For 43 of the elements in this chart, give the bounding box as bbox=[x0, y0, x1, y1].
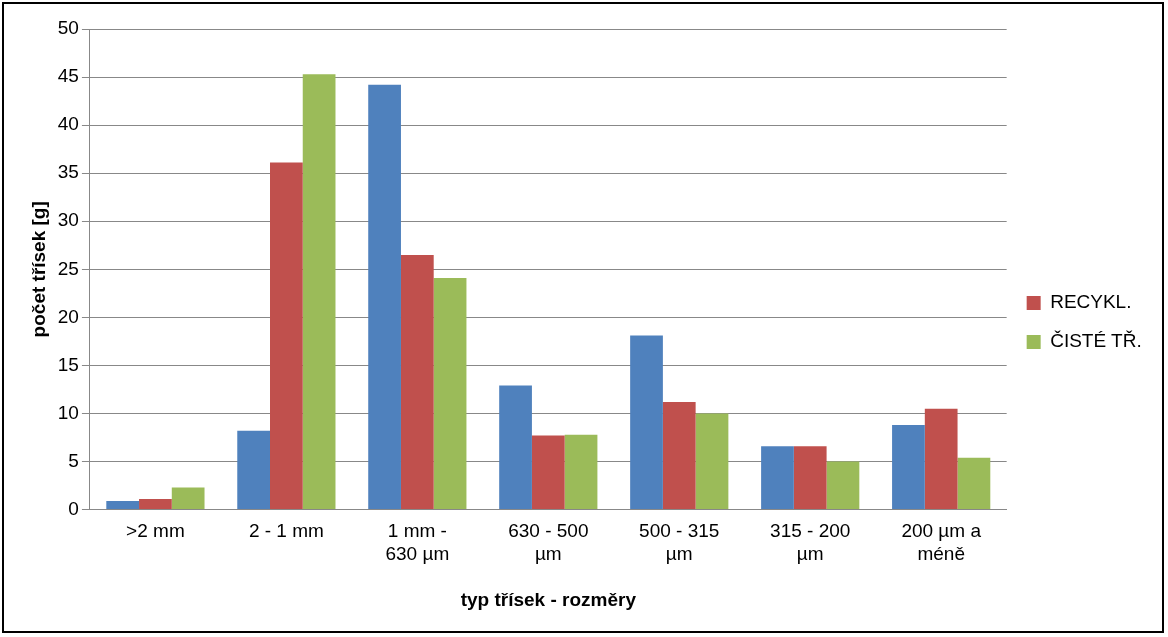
legend-label: RECYKL. bbox=[1050, 291, 1132, 313]
bar bbox=[400, 254, 434, 510]
y-tick-label: 10 bbox=[57, 401, 79, 423]
x-tick-label: 200 µm a méně bbox=[901, 520, 982, 565]
bar bbox=[630, 335, 663, 510]
bar bbox=[662, 401, 696, 510]
bar bbox=[302, 74, 336, 510]
x-tick-label: 315 - 200 µm bbox=[770, 520, 851, 565]
bar bbox=[139, 499, 172, 510]
y-tick-label: 20 bbox=[57, 305, 79, 327]
x-tick-label: 1 mm - 630 µm bbox=[385, 520, 450, 565]
bar bbox=[433, 277, 467, 510]
y-tick-label: 30 bbox=[57, 209, 79, 231]
y-axis-title: počet třísek [g] bbox=[27, 201, 49, 338]
bar bbox=[237, 430, 271, 510]
bar bbox=[761, 446, 794, 510]
bar bbox=[695, 413, 729, 510]
bar bbox=[368, 84, 401, 510]
x-tick-label: 2 - 1 mm bbox=[248, 520, 324, 542]
bar bbox=[270, 162, 303, 510]
bar bbox=[957, 457, 991, 510]
y-tick-label: 45 bbox=[57, 65, 79, 87]
bar bbox=[564, 434, 598, 510]
bar bbox=[531, 435, 565, 510]
legend-label: ČISTÉ TŘ. bbox=[1050, 330, 1142, 352]
y-tick-label: 40 bbox=[57, 113, 79, 135]
bar bbox=[106, 500, 140, 510]
y-tick-label: 50 bbox=[57, 17, 79, 39]
bar bbox=[826, 461, 860, 510]
bar bbox=[171, 487, 205, 510]
x-tick-label: 630 - 500 µm bbox=[508, 520, 589, 565]
y-tick-label: 25 bbox=[57, 257, 79, 279]
x-tick-label: >2 mm bbox=[126, 520, 185, 542]
x-tick-label: 500 - 315 µm bbox=[639, 520, 720, 565]
x-axis-title: typ třísek - rozměry bbox=[460, 588, 637, 610]
y-tick-label: 0 bbox=[68, 497, 79, 519]
y-tick-label: 15 bbox=[57, 353, 79, 375]
y-tick-label: 35 bbox=[57, 161, 79, 183]
bar bbox=[924, 408, 958, 510]
y-tick-label: 5 bbox=[68, 449, 79, 471]
bar bbox=[499, 385, 532, 510]
bar bbox=[793, 446, 827, 510]
bar bbox=[892, 425, 925, 510]
